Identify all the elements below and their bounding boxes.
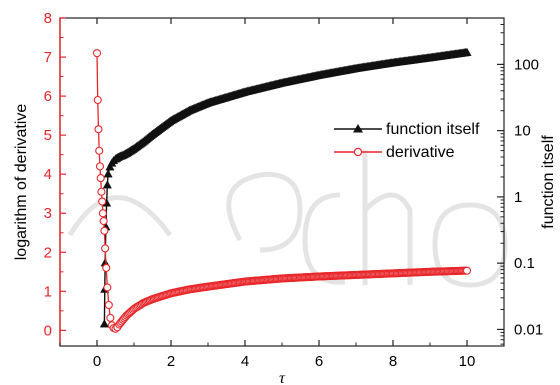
derivative-point xyxy=(462,266,472,275)
derivative-point xyxy=(102,263,111,272)
derivative-point xyxy=(94,125,103,134)
y-tick-label: 3 xyxy=(44,205,52,222)
function-itself-point xyxy=(99,319,109,328)
y2-tick-label: 100 xyxy=(514,56,539,73)
legend-circle-marker xyxy=(353,147,363,157)
legend-item-derivative: derivative xyxy=(334,144,455,161)
y-axis-left: 0 1 2 3 4 5 6 7 8 xyxy=(44,10,66,339)
derivative-point xyxy=(95,162,105,171)
derivative-point xyxy=(101,244,110,253)
derivative-point xyxy=(99,216,108,226)
legend-label-derivative: derivative xyxy=(386,144,455,161)
series-function-itself xyxy=(99,47,472,328)
legend-label-function: function itself xyxy=(386,121,480,138)
x-tick-label: 8 xyxy=(389,353,397,370)
y-tick-label: 8 xyxy=(44,10,52,27)
watermark xyxy=(67,150,508,288)
y-axis-right: 0.01 0.1 1 10 100 xyxy=(497,17,543,345)
y-axis-title: logarithm of derivative xyxy=(13,104,30,261)
y-tick-label: 1 xyxy=(44,283,52,300)
derivative-point xyxy=(97,187,106,196)
derivative-point xyxy=(96,174,105,183)
plot-frame xyxy=(59,17,505,347)
y-tick-label: 5 xyxy=(44,127,52,144)
derivative-point xyxy=(92,49,102,58)
y-tick-label: 0 xyxy=(44,322,52,339)
series-derivative xyxy=(92,49,472,333)
y-tick-label: 7 xyxy=(44,49,52,66)
legend: function itself derivative xyxy=(334,121,480,161)
y-tick-label: 4 xyxy=(44,166,52,183)
y2-tick-label: 1 xyxy=(514,189,522,206)
derivative-point xyxy=(98,209,107,218)
derivative-point xyxy=(103,283,112,292)
y2-tick-label: 10 xyxy=(514,123,531,140)
derivative-point xyxy=(104,300,113,310)
function-itself-point xyxy=(103,169,113,178)
y-tick-label: 2 xyxy=(44,244,52,261)
x-tick-label: 6 xyxy=(315,353,323,370)
derivative-line xyxy=(96,53,468,330)
derivative-point xyxy=(93,95,102,105)
function-itself-line xyxy=(103,52,468,325)
x-axis-title: τ xyxy=(279,370,286,385)
derivative-point xyxy=(106,313,115,322)
y2-tick-label: 0.01 xyxy=(514,321,543,338)
y2-tick-label: 0.1 xyxy=(514,255,535,272)
function-itself-point xyxy=(102,180,112,189)
x-tick-label: 4 xyxy=(241,353,249,370)
y2-axis-title: function itself xyxy=(540,135,557,229)
derivative-point xyxy=(100,226,109,235)
derivative-point xyxy=(98,197,107,206)
function-itself-point xyxy=(462,47,472,56)
x-tick-label: 10 xyxy=(459,353,476,370)
y-tick-label: 6 xyxy=(44,88,52,105)
legend-item-function: function itself xyxy=(334,121,480,138)
x-tick-label: 2 xyxy=(167,353,175,370)
legend-triangle-marker xyxy=(353,124,363,133)
derivative-point xyxy=(95,146,104,155)
x-tick-label: 0 xyxy=(93,353,101,370)
